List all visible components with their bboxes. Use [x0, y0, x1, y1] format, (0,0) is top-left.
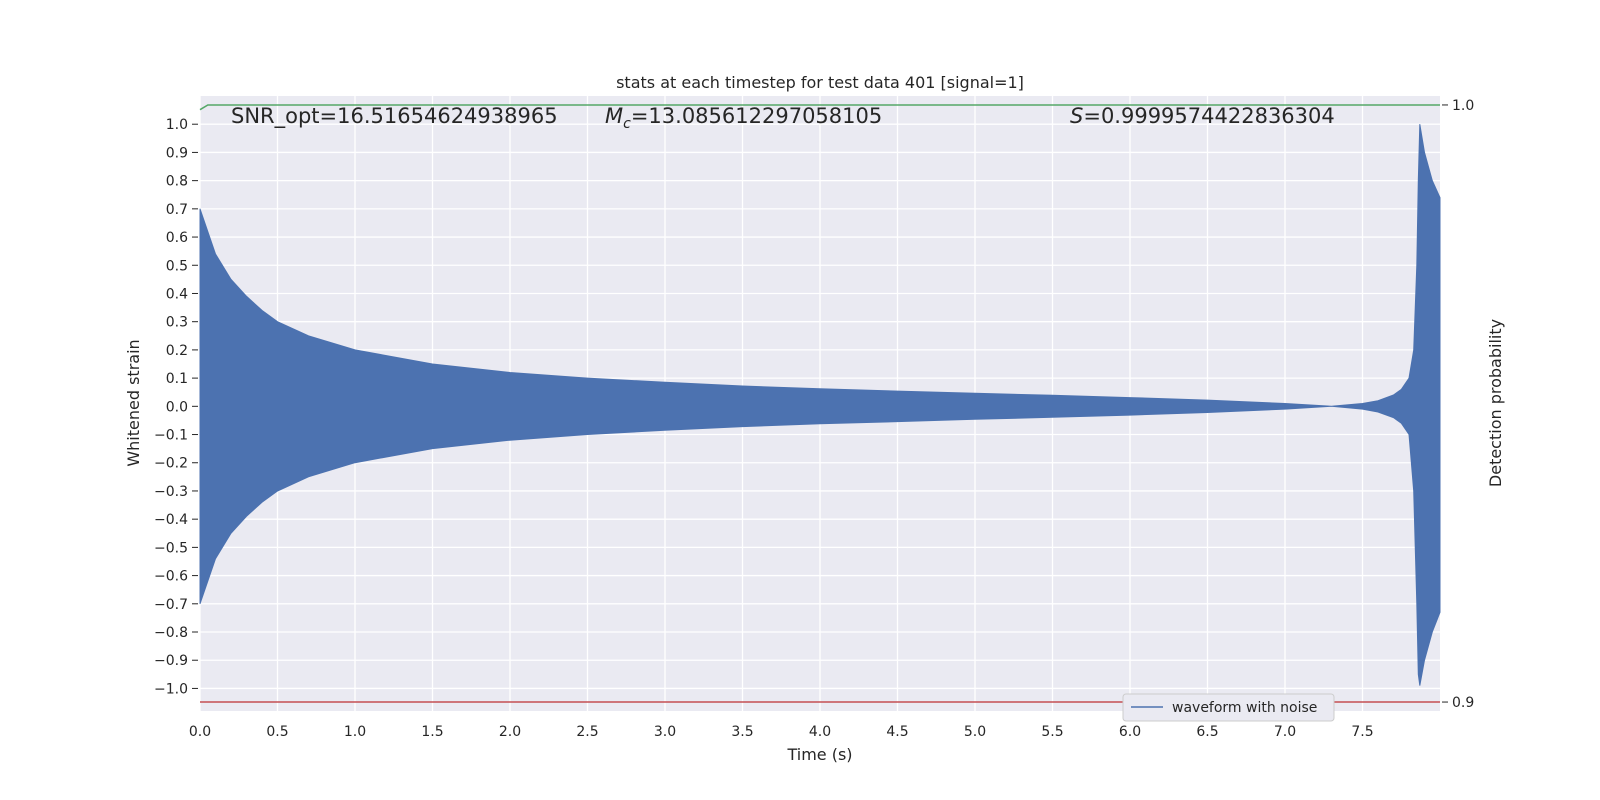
y-axis-label: Whitened strain: [124, 339, 143, 466]
tick-layer: 0.0 0.5 1.0 1.5 2.0 2.5 3.0 3.5 4.0 4.5 5.0 5.5 6.0 6…: [154, 98, 1474, 740]
waveform-series: [199, 124, 1441, 686]
y-tick-label: −0.3: [154, 484, 188, 500]
x-tick-label: 4.0: [809, 724, 831, 740]
y-right-tick-label: 1.0: [1452, 98, 1474, 114]
x-tick-label: 6.5: [1196, 724, 1218, 740]
y-tick-label: −0.1: [154, 428, 188, 444]
x-tick-label: 2.5: [576, 724, 598, 740]
y-tick-label: −0.2: [154, 456, 188, 472]
x-tick-label: 0.0: [189, 724, 211, 740]
y-tick-label: −0.4: [154, 512, 188, 528]
score-annotation: S=0.9999574422836304: [1070, 104, 1335, 128]
legend-label-waveform: waveform with noise: [1172, 700, 1317, 716]
x-tick-label: 4.5: [886, 724, 908, 740]
chart-title: stats at each timestep for test data 401…: [616, 73, 1024, 92]
x-tick-label: 5.0: [964, 724, 986, 740]
score-symbol: S: [1070, 104, 1083, 128]
score-value: =0.9999574422836304: [1083, 104, 1334, 128]
y-tick-label: 0.9: [166, 145, 188, 161]
y-tick-label: 0.6: [166, 230, 188, 246]
y-tick-label: 0.4: [166, 286, 188, 302]
x-tick-label: 1.0: [344, 724, 366, 740]
y-tick-label: 0.5: [166, 258, 188, 274]
x-tick-label: 3.0: [654, 724, 676, 740]
y-tick-label: 0.1: [166, 371, 188, 387]
x-tick-label: 7.5: [1351, 724, 1373, 740]
x-tick-label: 6.0: [1119, 724, 1141, 740]
snr-annotation: SNR_opt=16.51654624938965: [231, 104, 558, 129]
y-tick-label: −1.0: [154, 681, 188, 697]
y-tick-label: 0.2: [166, 343, 188, 359]
x-tick-label: 1.5: [421, 724, 443, 740]
y-tick-label: −0.8: [154, 625, 188, 641]
detection-probability-line: [199, 104, 1440, 111]
legend: waveform with noise: [1122, 693, 1335, 722]
y-right-tick-label: 0.9: [1452, 695, 1474, 711]
y-tick-label: 0.7: [166, 202, 188, 218]
y-tick-label: 0.3: [166, 315, 188, 331]
chirp-mass-subscript: c: [623, 116, 631, 132]
chirp-mass-symbol: M: [605, 104, 623, 128]
y-tick-label: −0.9: [154, 653, 188, 669]
x-tick-label: 3.5: [731, 724, 753, 740]
y-tick-label: 0.0: [166, 399, 188, 415]
y-tick-label: 1.0: [166, 117, 188, 133]
chirp-mass-annotation: Mc=13.085612297058105: [605, 104, 882, 132]
x-axis-label: Time (s): [786, 745, 852, 764]
y-tick-label: −0.7: [154, 597, 188, 613]
y-axis-right-label: Detection probability: [1486, 319, 1505, 487]
legend-box: [1122, 693, 1335, 722]
x-tick-label: 5.5: [1041, 724, 1063, 740]
x-tick-label: 7.0: [1274, 724, 1296, 740]
x-tick-label: 2.0: [499, 724, 521, 740]
y-tick-label: −0.6: [154, 569, 188, 585]
chirp-mass-value: =13.085612297058105: [631, 104, 882, 128]
x-tick-label: 0.5: [266, 724, 288, 740]
y-tick-label: 0.8: [166, 174, 188, 190]
y-tick-label: −0.5: [154, 540, 188, 556]
